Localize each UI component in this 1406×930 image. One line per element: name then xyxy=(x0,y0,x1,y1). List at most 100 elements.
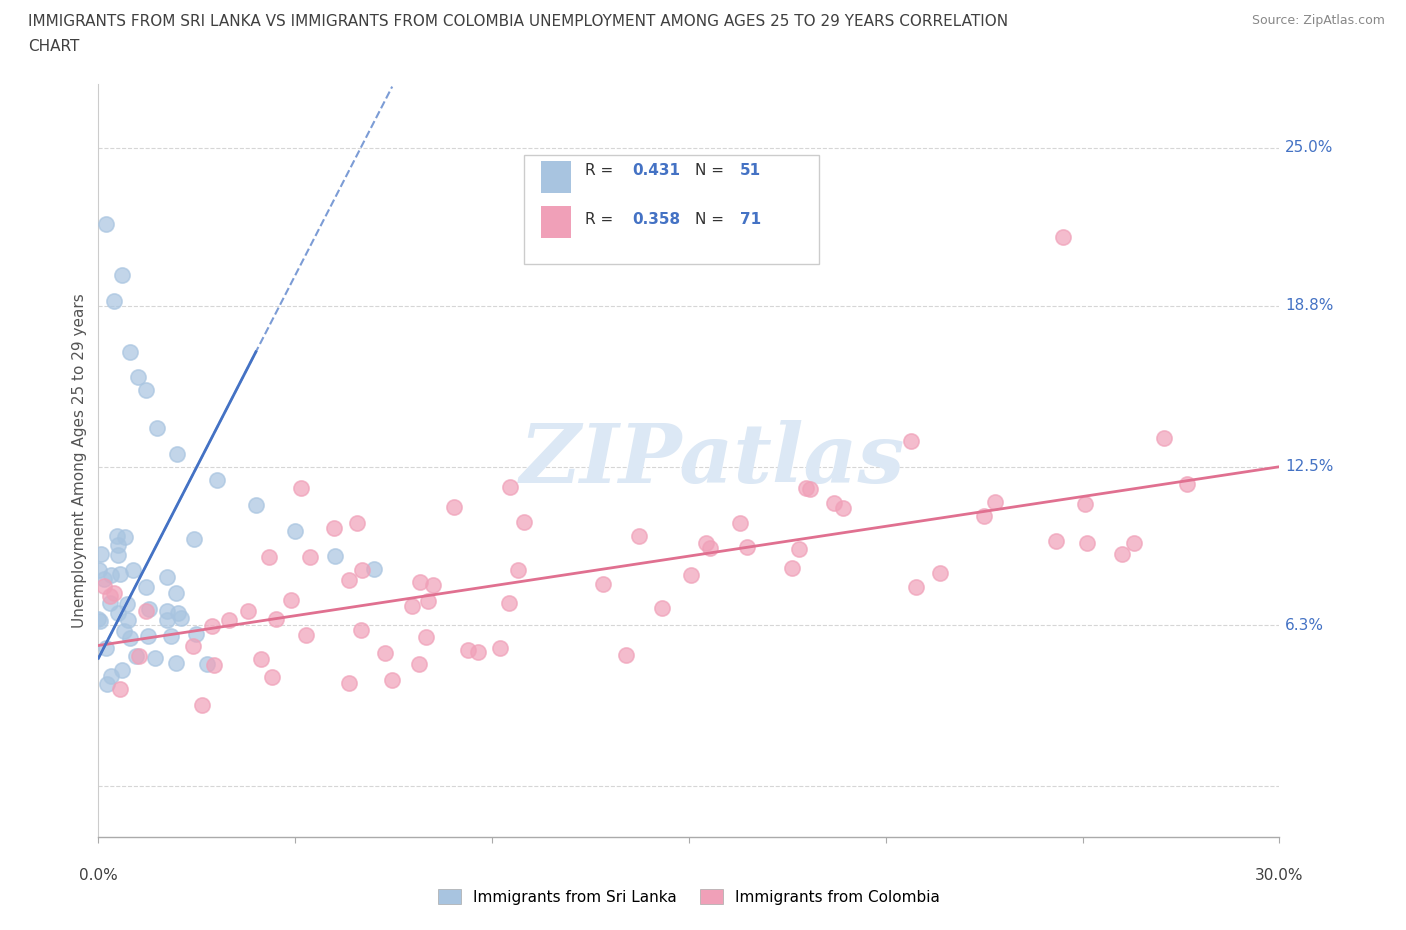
Point xyxy=(401,598,423,613)
Point xyxy=(108,682,131,697)
Point xyxy=(236,604,259,618)
Point xyxy=(323,549,346,564)
Point xyxy=(107,605,129,620)
Point xyxy=(167,606,190,621)
Point xyxy=(260,670,283,684)
Point xyxy=(159,629,181,644)
Point xyxy=(264,612,287,627)
Point xyxy=(699,540,721,555)
Point xyxy=(1111,546,1133,561)
Point xyxy=(93,578,115,593)
Point xyxy=(128,649,150,664)
Point xyxy=(100,567,122,582)
Point xyxy=(350,622,373,637)
Text: 30.0%: 30.0% xyxy=(1256,868,1303,883)
Point xyxy=(1076,536,1098,551)
Point xyxy=(498,596,520,611)
Text: R =: R = xyxy=(585,212,619,227)
Text: N =: N = xyxy=(695,163,728,178)
Point xyxy=(201,618,224,633)
Point xyxy=(135,604,157,618)
Point xyxy=(290,481,312,496)
Point xyxy=(183,532,205,547)
Point xyxy=(1052,230,1074,245)
Point xyxy=(418,593,440,608)
Point xyxy=(1074,497,1097,512)
Point xyxy=(166,446,188,461)
Point xyxy=(202,658,225,672)
FancyBboxPatch shape xyxy=(541,161,571,193)
Point xyxy=(280,592,302,607)
Point xyxy=(443,499,465,514)
Text: CHART: CHART xyxy=(28,39,80,54)
Point xyxy=(499,479,522,494)
Text: Source: ZipAtlas.com: Source: ZipAtlas.com xyxy=(1251,14,1385,27)
Text: 0.0%: 0.0% xyxy=(79,868,118,883)
Point xyxy=(135,579,157,594)
Point xyxy=(143,651,166,666)
Point xyxy=(205,472,228,487)
Point xyxy=(191,698,214,712)
Point xyxy=(195,657,218,671)
Point xyxy=(110,566,132,581)
Point xyxy=(831,501,853,516)
Point xyxy=(146,421,169,436)
Point xyxy=(299,550,322,565)
Point xyxy=(973,509,995,524)
Point xyxy=(115,596,138,611)
Point xyxy=(90,546,112,561)
Point xyxy=(135,382,157,397)
Point xyxy=(218,613,240,628)
Point xyxy=(117,613,139,628)
Point xyxy=(651,601,673,616)
Point xyxy=(627,528,650,543)
Text: 51: 51 xyxy=(740,163,761,178)
Point xyxy=(93,572,115,587)
Point xyxy=(374,645,396,660)
Point xyxy=(1175,477,1198,492)
Point xyxy=(339,675,361,690)
Point xyxy=(1122,536,1144,551)
Point xyxy=(111,268,134,283)
Point xyxy=(905,579,928,594)
Point xyxy=(415,630,437,644)
Point xyxy=(118,344,141,359)
Point xyxy=(346,515,368,530)
Text: 71: 71 xyxy=(740,212,761,227)
Point xyxy=(1045,533,1067,548)
Point xyxy=(322,521,344,536)
Point xyxy=(98,596,121,611)
Point xyxy=(103,293,125,308)
FancyBboxPatch shape xyxy=(523,155,818,264)
Point xyxy=(107,548,129,563)
Point xyxy=(900,433,922,448)
Point xyxy=(614,647,637,662)
Text: 25.0%: 25.0% xyxy=(1285,140,1334,155)
Point xyxy=(165,656,187,671)
Point xyxy=(96,676,118,691)
Point xyxy=(337,573,360,588)
Point xyxy=(138,602,160,617)
Point xyxy=(170,611,193,626)
Point xyxy=(136,629,159,644)
Point xyxy=(257,550,280,565)
Point xyxy=(467,644,489,659)
Point xyxy=(245,498,267,512)
Point xyxy=(250,651,273,666)
Point xyxy=(1153,431,1175,445)
Point xyxy=(381,672,404,687)
Point xyxy=(929,565,952,580)
Legend: Immigrants from Sri Lanka, Immigrants from Colombia: Immigrants from Sri Lanka, Immigrants fr… xyxy=(439,889,939,905)
Point xyxy=(156,604,179,618)
Text: IMMIGRANTS FROM SRI LANKA VS IMMIGRANTS FROM COLOMBIA UNEMPLOYMENT AMONG AGES 25: IMMIGRANTS FROM SRI LANKA VS IMMIGRANTS … xyxy=(28,14,1008,29)
Point xyxy=(111,662,134,677)
Text: 18.8%: 18.8% xyxy=(1285,299,1334,313)
Point xyxy=(118,631,141,645)
Point xyxy=(184,627,207,642)
Point xyxy=(89,613,111,628)
Point xyxy=(489,641,512,656)
FancyBboxPatch shape xyxy=(541,206,571,238)
Point xyxy=(98,589,121,604)
Point xyxy=(422,578,444,593)
Point xyxy=(96,217,118,232)
